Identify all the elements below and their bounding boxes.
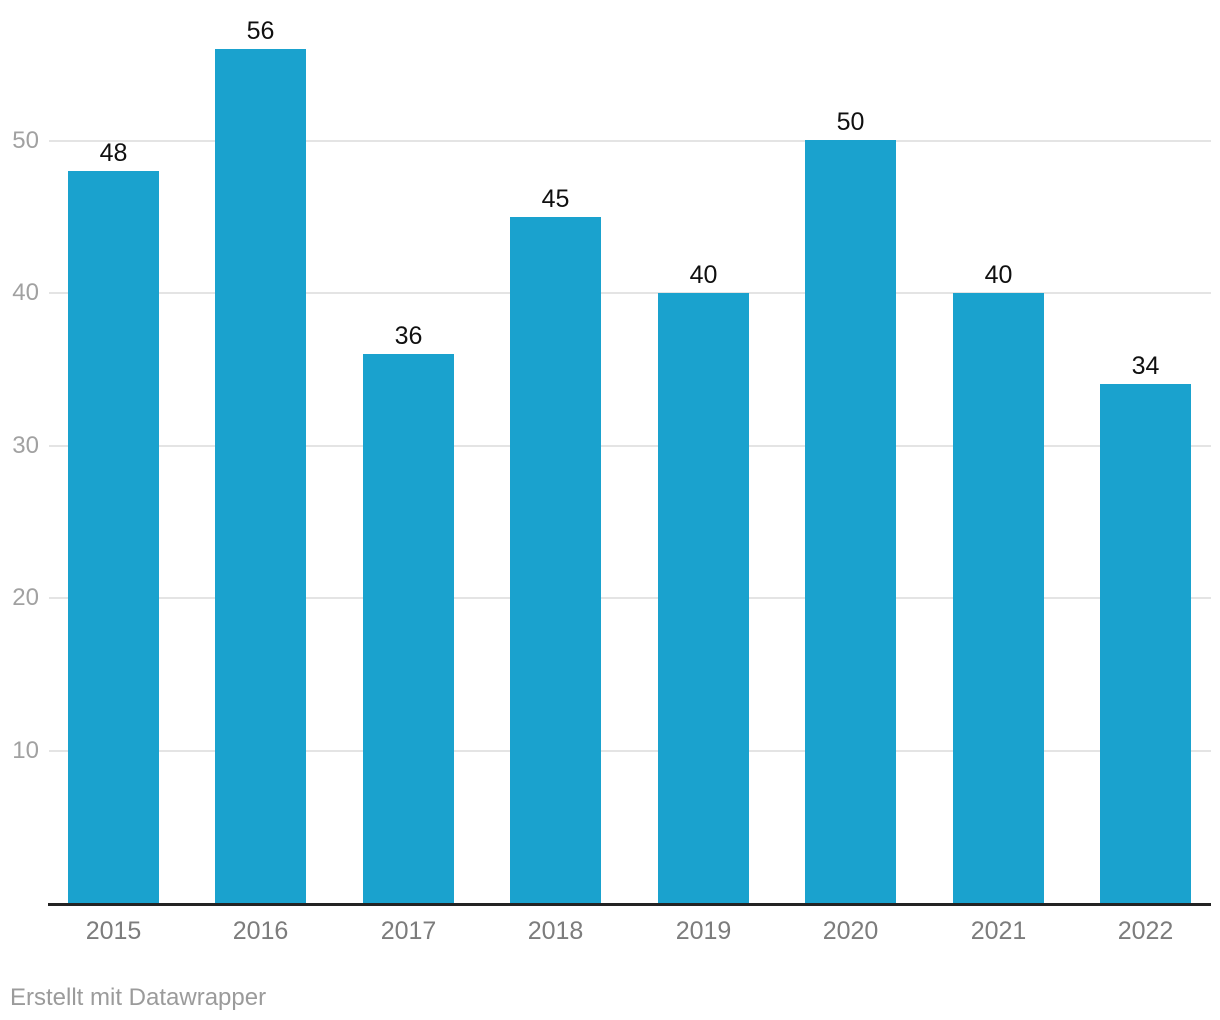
- bar-value-label-2022: 34: [1131, 352, 1160, 380]
- attribution-link[interactable]: Erstellt mit Datawrapper: [10, 984, 267, 1011]
- bar-value-label-2016: 56: [246, 17, 275, 45]
- gridline-40: [49, 292, 1211, 294]
- bar-2021[interactable]: [953, 293, 1044, 903]
- bar-2022[interactable]: [1100, 384, 1191, 903]
- bar-value-label-2015: 48: [99, 139, 128, 167]
- y-axis-tick-label-20: 20: [12, 584, 39, 611]
- y-axis-tick-label-50: 50: [12, 127, 39, 154]
- x-axis-label-2021: 2021: [970, 917, 1027, 945]
- x-axis-label-2015: 2015: [85, 917, 142, 945]
- y-axis-tick-label-30: 30: [12, 432, 39, 459]
- bar-value-label-2018: 45: [541, 185, 570, 213]
- x-axis-label-2020: 2020: [822, 917, 879, 945]
- bar-2020[interactable]: [805, 140, 896, 903]
- y-axis-tick-label-40: 40: [12, 279, 39, 306]
- bar-value-label-2020: 50: [836, 108, 865, 136]
- bar-value-label-2021: 40: [984, 261, 1013, 289]
- bar-2019[interactable]: [658, 293, 749, 903]
- x-axis-line: [48, 903, 1211, 906]
- x-axis-label-2017: 2017: [380, 917, 437, 945]
- x-axis-label-2018: 2018: [527, 917, 584, 945]
- x-axis-label-2019: 2019: [675, 917, 732, 945]
- gridline-20: [49, 597, 1211, 599]
- bar-2015[interactable]: [68, 171, 159, 903]
- y-axis-tick-label-10: 10: [12, 737, 39, 764]
- bar-value-label-2017: 36: [394, 322, 423, 350]
- bar-2017[interactable]: [363, 354, 454, 903]
- gridline-50: [49, 140, 1211, 142]
- bar-value-label-2019: 40: [689, 261, 718, 289]
- gridline-10: [49, 750, 1211, 752]
- x-axis-label-2022: 2022: [1117, 917, 1174, 945]
- bar-2016[interactable]: [215, 49, 306, 903]
- bar-2018[interactable]: [510, 217, 601, 903]
- x-axis-label-2016: 2016: [232, 917, 289, 945]
- gridline-30: [49, 445, 1211, 447]
